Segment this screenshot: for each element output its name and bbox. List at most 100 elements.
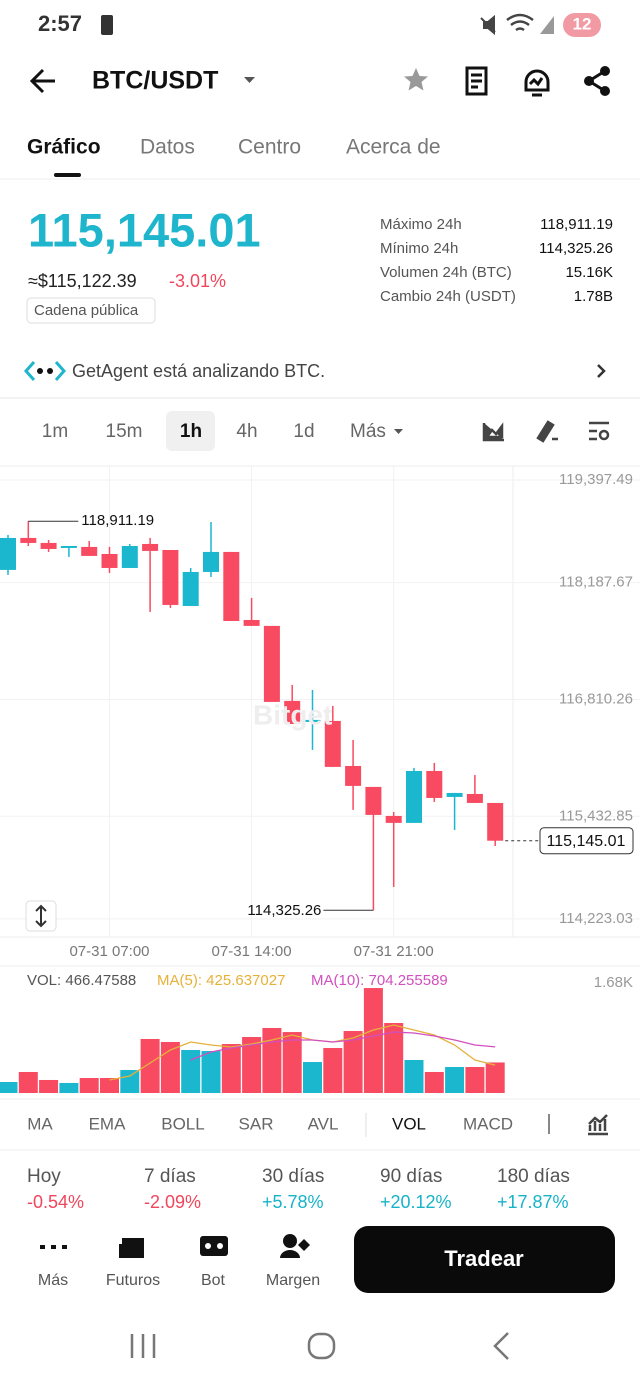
- pair-dropdown[interactable]: [244, 77, 255, 83]
- period-change: -0.54%: [27, 1192, 84, 1212]
- candle-body: [142, 543, 159, 551]
- volume-bar: [262, 1027, 282, 1093]
- volume-bar: [282, 1032, 302, 1093]
- candle-body: [263, 625, 280, 702]
- indicator-tab[interactable]: AVL: [308, 1114, 339, 1133]
- interval[interactable]: Más: [350, 421, 386, 442]
- share-icon[interactable]: [584, 66, 610, 96]
- period-label: 90 días: [380, 1166, 442, 1187]
- nav-label[interactable]: Más: [38, 1272, 68, 1289]
- trade-button-label[interactable]: Tradear: [444, 1246, 524, 1271]
- candle-body: [81, 546, 98, 556]
- nav-label[interactable]: Bot: [201, 1272, 226, 1289]
- indicator-settings[interactable]: [588, 1114, 608, 1136]
- volume-bar: [384, 1023, 404, 1093]
- chart-type-icon[interactable]: [482, 422, 504, 442]
- volume-bar: [343, 1030, 363, 1093]
- stats: Máximo 24h 118,911.19 Mínimo 24h 114,325.26…: [380, 216, 613, 305]
- stat-label: Cambio 24h (USDT): [380, 288, 516, 305]
- settings-icon[interactable]: [589, 421, 609, 441]
- notes-icon[interactable]: [465, 66, 488, 96]
- volume-legend: VOL: 466.47588: [27, 972, 136, 989]
- volume-tick-label: 1.68K: [594, 974, 633, 991]
- nav-label[interactable]: Futuros: [106, 1272, 160, 1289]
- volume-bar: [59, 1082, 79, 1093]
- mute-icon: [480, 14, 496, 36]
- back-button[interactable]: [29, 68, 55, 94]
- favorite-icon[interactable]: [404, 68, 428, 91]
- indicator-tab[interactable]: MA: [27, 1114, 53, 1133]
- volume-bar: [120, 1070, 140, 1093]
- settings-icon-gear[interactable]: [598, 429, 610, 441]
- candle-body: [223, 551, 240, 621]
- volume-bar: [465, 1067, 485, 1093]
- signal-icon: [540, 16, 554, 34]
- chevron[interactable]: [597, 364, 606, 378]
- nav-icons: [40, 1234, 310, 1258]
- trade-button[interactable]: [354, 1226, 615, 1293]
- bottom-nav: Más Futuros Bot Margen: [38, 1272, 320, 1289]
- volume-bar: [18, 1071, 38, 1093]
- tab[interactable]: Centro: [238, 136, 301, 159]
- interval[interactable]: 1m: [42, 421, 68, 442]
- x-tick-label: 07-31 14:00: [212, 943, 292, 960]
- tab[interactable]: Datos: [140, 136, 195, 159]
- indicator-tab[interactable]: BOLL: [161, 1114, 204, 1133]
- watermark: Bitget: [253, 699, 332, 730]
- alert-icon[interactable]: [524, 69, 550, 97]
- agent-icon: [23, 361, 67, 381]
- nav-recents[interactable]: [130, 1334, 156, 1358]
- y-tick-label: 116,810.26: [559, 690, 633, 707]
- nav-home[interactable]: [307, 1332, 336, 1360]
- volume-legend: MA(5): 425.637027: [157, 972, 285, 989]
- candle-body: [203, 551, 219, 572]
- candle-body: [121, 545, 138, 568]
- candle-body: [406, 770, 422, 823]
- stat-label: Volumen 24h (BTC): [380, 264, 512, 281]
- candle-chart: 119,397.49 118,187.67 116,810.26 115,432.85…: [0, 466, 640, 937]
- x-tick-label: 07-31 21:00: [354, 943, 434, 960]
- interval[interactable]: 1d: [293, 421, 314, 442]
- tab-indicator: [54, 173, 81, 177]
- candle-body: [60, 545, 77, 548]
- period-change: -2.09%: [144, 1192, 201, 1212]
- indicator-tab[interactable]: MACD: [463, 1114, 513, 1133]
- ma5-line: [109, 1024, 496, 1081]
- interval[interactable]: 4h: [236, 421, 257, 442]
- ma10-line: [190, 1031, 496, 1061]
- period-label: Hoy: [27, 1166, 61, 1187]
- candle-body: [243, 619, 260, 626]
- high-label: 118,911.19: [81, 512, 154, 529]
- agent-banner[interactable]: GetAgent está analizando BTC.: [72, 361, 325, 381]
- indicator-tab[interactable]: VOL: [392, 1114, 426, 1133]
- indicator-tab[interactable]: SAR: [239, 1114, 274, 1133]
- interval[interactable]: 15m: [106, 421, 143, 442]
- nav-label[interactable]: Margen: [266, 1272, 320, 1289]
- volume-bar: [485, 1062, 505, 1093]
- tab[interactable]: Gráfico: [27, 136, 101, 159]
- draw-icon[interactable]: [536, 420, 558, 443]
- pair-title[interactable]: BTC/USDT: [92, 67, 218, 95]
- candle-body: [40, 542, 57, 549]
- nav-back[interactable]: [493, 1332, 509, 1360]
- volume-bar: [160, 1041, 180, 1093]
- candle-body: [385, 815, 402, 823]
- period-change: +5.78%: [262, 1192, 324, 1212]
- interval[interactable]: 1h: [180, 421, 202, 442]
- tab[interactable]: Acerca de: [346, 136, 441, 159]
- volume-chart: VOL: 466.47588 MA(5): 425.637027 MA(10): 7…: [0, 972, 633, 1093]
- indicator-tab[interactable]: EMA: [89, 1114, 127, 1133]
- volume-bar: [445, 1067, 465, 1093]
- y-tick-label: 114,223.03: [559, 910, 633, 927]
- volume-bar: [181, 1049, 201, 1093]
- scale-toggle-icon[interactable]: [35, 904, 47, 928]
- more-dropdown[interactable]: [394, 429, 403, 434]
- stat-label: Mínimo 24h: [380, 240, 458, 257]
- candle-body: [345, 765, 362, 786]
- price-change: -3.01%: [169, 271, 226, 291]
- candle-body: [466, 793, 483, 803]
- volume-bar: [404, 1060, 424, 1093]
- candle-body: [0, 537, 16, 570]
- volume-bar: [140, 1038, 160, 1093]
